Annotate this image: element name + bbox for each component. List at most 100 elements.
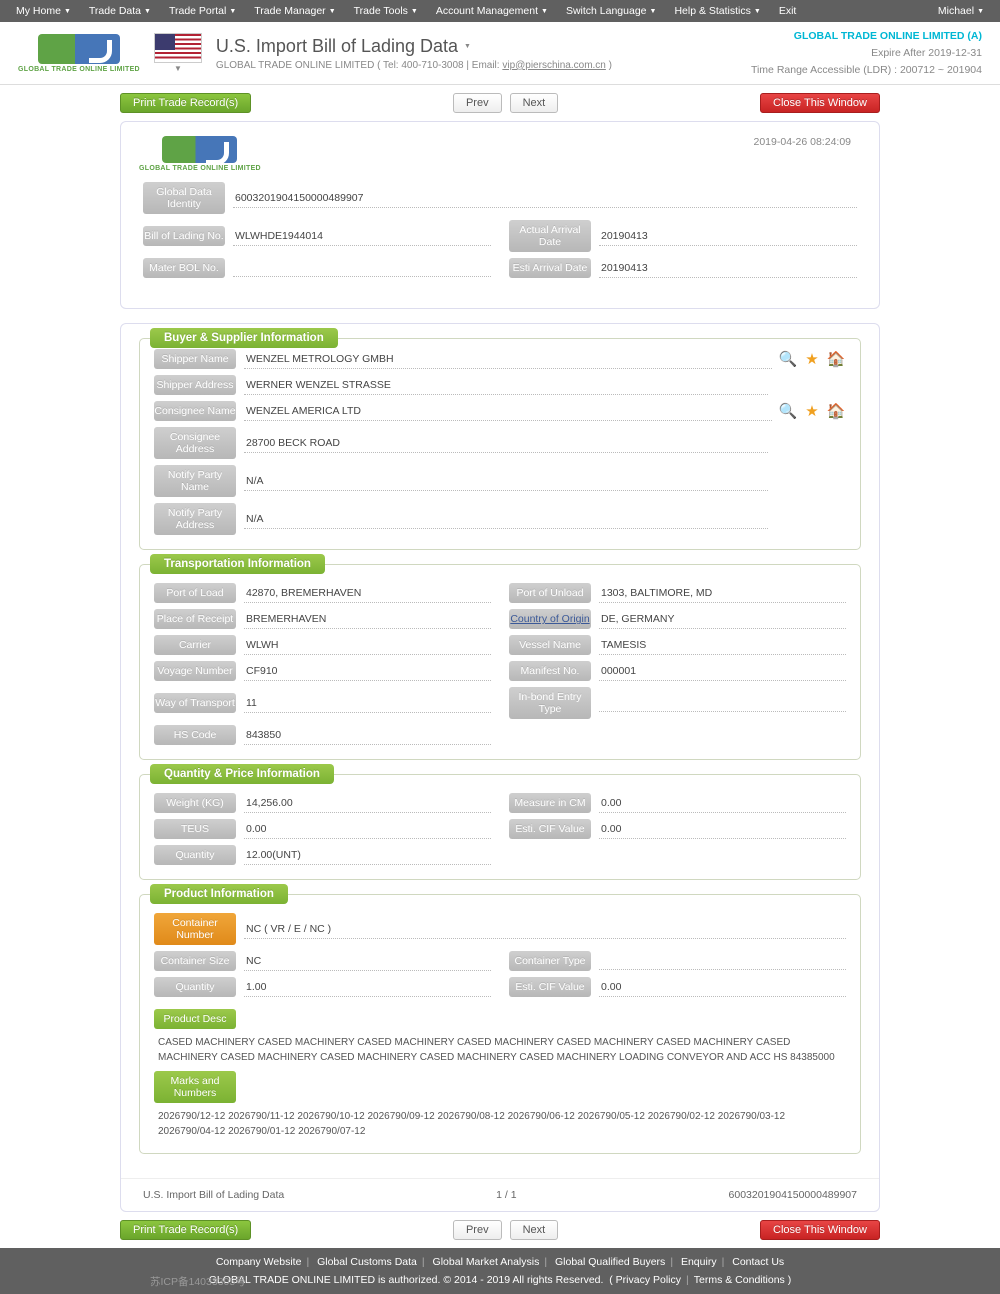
next-button[interactable]: Next — [510, 1220, 559, 1240]
prev-button[interactable]: Prev — [453, 93, 502, 113]
button-bar-bottom: Print Trade Record(s) Prev Next Close Th… — [120, 1212, 880, 1248]
next-button[interactable]: Next — [510, 93, 559, 113]
label: TEUS — [154, 819, 236, 839]
country-origin-link[interactable]: Country of Origin — [509, 609, 591, 629]
footer-pages: 1 / 1 — [496, 1189, 516, 1201]
caret-icon: ▼ — [754, 8, 761, 15]
label: HS Code — [154, 725, 236, 745]
star-icon[interactable]: ★ — [802, 349, 822, 369]
label: Container Type — [509, 951, 591, 971]
country-selector[interactable]: ▼ — [154, 33, 202, 73]
place-of-receipt: BREMERHAVEN — [244, 610, 491, 629]
container-number: NC ( VR / E / NC ) — [244, 920, 846, 939]
print-button[interactable]: Print Trade Record(s) — [120, 93, 251, 113]
footer-link[interactable]: Global Market Analysis — [433, 1256, 540, 1268]
footer-left: U.S. Import Bill of Lading Data — [143, 1189, 284, 1201]
nav-account[interactable]: Account Management▼ — [428, 2, 556, 20]
terms-link[interactable]: Terms & Conditions — [694, 1274, 785, 1286]
container-type — [599, 952, 846, 970]
email-link[interactable]: vip@pierschina.com.cn — [502, 60, 606, 71]
logo-text: GLOBAL TRADE ONLINE LIMITED — [18, 66, 140, 73]
logo[interactable]: GLOBAL TRADE ONLINE LIMITED — [18, 34, 140, 73]
label: Port of Unload — [509, 583, 591, 603]
port-of-unload: 1303, BALTIMORE, MD — [599, 584, 846, 603]
caret-icon: ▼ — [650, 8, 657, 15]
shipper-address: WERNER WENZEL STRASSE — [244, 376, 768, 395]
inbond-entry — [599, 694, 846, 712]
caret-icon: ▼ — [977, 8, 984, 15]
page-footer: Company Website| Global Customs Data| Gl… — [0, 1248, 1000, 1294]
shipper-name: WENZEL METROLOGY GMBH — [244, 350, 772, 369]
close-button[interactable]: Close This Window — [760, 93, 880, 113]
caret-icon: ▼ — [411, 8, 418, 15]
page-header: GLOBAL TRADE ONLINE LIMITED ▼ U.S. Impor… — [0, 22, 1000, 85]
nav-language[interactable]: Switch Language▼ — [558, 2, 665, 20]
nav-trade-data[interactable]: Trade Data▼ — [81, 2, 159, 20]
privacy-link[interactable]: Privacy Policy — [616, 1274, 681, 1286]
cif: 0.00 — [599, 820, 846, 839]
subtitle: GLOBAL TRADE ONLINE LIMITED ( Tel: 400-7… — [216, 60, 612, 71]
label: Notify Party Address — [154, 503, 236, 535]
nav-trade-tools[interactable]: Trade Tools▼ — [346, 2, 426, 20]
doc-footer: U.S. Import Bill of Lading Data 1 / 1 60… — [121, 1178, 879, 1211]
label: Esti. CIF Value — [509, 819, 591, 839]
footer-link[interactable]: Contact Us — [732, 1256, 784, 1268]
label: Esti Arrival Date — [509, 258, 591, 278]
nav-my-home[interactable]: My Home▼ — [8, 2, 79, 20]
label: Weight (KG) — [154, 793, 236, 813]
header-right: GLOBAL TRADE ONLINE LIMITED (A) Expire A… — [751, 28, 982, 78]
nav-trade-portal[interactable]: Trade Portal▼ — [161, 2, 244, 20]
marks-numbers: 2026790/12-12 2026790/11-12 2026790/10-1… — [154, 1103, 846, 1145]
nav-exit[interactable]: Exit — [771, 2, 805, 20]
star-icon[interactable]: ★ — [802, 401, 822, 421]
time-range: Time Range Accessible (LDR) : 200712 ~ 2… — [751, 62, 982, 79]
label: Actual Arrival Date — [509, 220, 591, 252]
footer-id: 6003201904150000489907 — [729, 1189, 857, 1201]
measure: 0.00 — [599, 794, 846, 813]
search-icon[interactable]: 🔍 — [778, 401, 798, 421]
product-quantity: 1.00 — [244, 978, 491, 997]
label: Measure in CM — [509, 793, 591, 813]
search-icon[interactable]: 🔍 — [778, 349, 798, 369]
quantity: 12.00(UNT) — [244, 846, 491, 865]
label: Shipper Name — [154, 349, 236, 369]
caret-icon: ▼ — [329, 8, 336, 15]
transport-section: Transportation Information Port of Load4… — [139, 564, 861, 760]
top-nav: My Home▼ Trade Data▼ Trade Portal▼ Trade… — [0, 0, 1000, 22]
section-title: Transportation Information — [150, 554, 325, 574]
label: Container Size — [154, 951, 236, 971]
mater-bol — [233, 259, 491, 277]
prev-button[interactable]: Prev — [453, 1220, 502, 1240]
consignee-address: 28700 BECK ROAD — [244, 434, 768, 453]
manifest-no: 000001 — [599, 662, 846, 681]
section-title: Product Information — [150, 884, 288, 904]
footer-link[interactable]: Global Customs Data — [317, 1256, 417, 1268]
home-icon[interactable]: 🏠 — [826, 401, 846, 421]
nav-user[interactable]: Michael▼ — [930, 2, 992, 20]
esti-arrival: 20190413 — [599, 259, 857, 278]
container-size: NC — [244, 952, 491, 971]
close-button[interactable]: Close This Window — [760, 1220, 880, 1240]
voyage-number: CF910 — [244, 662, 491, 681]
notify-address: N/A — [244, 510, 768, 529]
footer-link[interactable]: Company Website — [216, 1256, 302, 1268]
label: Marks and Numbers — [154, 1071, 236, 1103]
print-button[interactable]: Print Trade Record(s) — [120, 1220, 251, 1240]
caret-icon: ▼ — [64, 8, 71, 15]
us-flag-icon — [154, 33, 202, 63]
caret-icon: ▼ — [174, 64, 182, 73]
label: Consignee Address — [154, 427, 236, 459]
button-bar-top: Print Trade Record(s) Prev Next Close Th… — [120, 85, 880, 121]
page-title[interactable]: U.S. Import Bill of Lading Data▼ — [216, 36, 612, 57]
global-data-identity: 6003201904150000489907 — [233, 189, 857, 208]
document: GLOBAL TRADE ONLINE LIMITED 2019-04-26 0… — [120, 121, 880, 309]
footer-link[interactable]: Enquiry — [681, 1256, 717, 1268]
home-icon[interactable]: 🏠 — [826, 349, 846, 369]
footer-link[interactable]: Global Qualified Buyers — [555, 1256, 665, 1268]
label: Container Number — [154, 913, 236, 945]
actual-arrival: 20190413 — [599, 227, 857, 246]
caret-icon: ▼ — [229, 8, 236, 15]
nav-trade-manager[interactable]: Trade Manager▼ — [246, 2, 343, 20]
nav-help[interactable]: Help & Statistics▼ — [666, 2, 768, 20]
consignee-name: WENZEL AMERICA LTD — [244, 402, 772, 421]
